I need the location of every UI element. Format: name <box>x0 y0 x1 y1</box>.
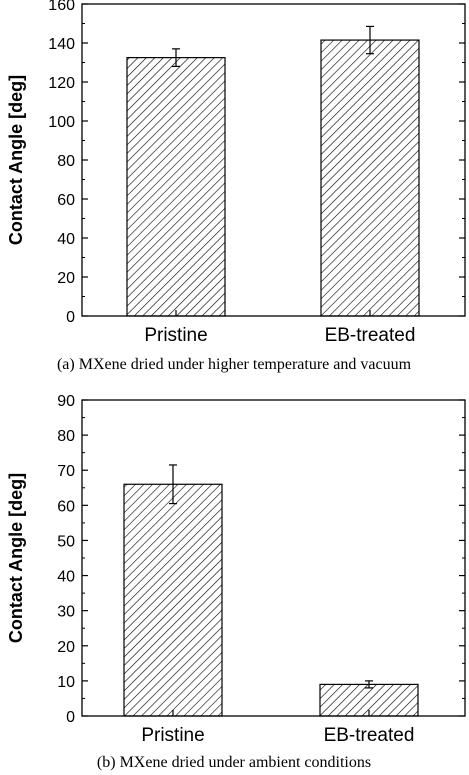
error-bar-pristine <box>169 464 177 505</box>
y-tick-label: 160 <box>48 0 75 14</box>
y-tick-label: 60 <box>57 498 75 515</box>
y-tick-label: 100 <box>48 114 75 131</box>
x-tick-label: Pristine <box>141 725 204 746</box>
y-tick-label: 120 <box>48 75 75 92</box>
y-tick-label: 40 <box>57 231 75 248</box>
chart-panel-a: 0 20 40 60 80 100 120 140 160 Pristine EB-treated C… <box>6 0 466 373</box>
y-tick-label: 90 <box>57 393 75 410</box>
y-tick-label: 30 <box>57 604 75 621</box>
error-bar-eb-treated <box>366 25 374 55</box>
y-axis-title: Contact Angle [deg] <box>6 473 26 643</box>
y-tick-label: 140 <box>48 36 75 53</box>
y-tick-label: 40 <box>57 569 75 586</box>
x-tick-label: EB-treated <box>325 325 416 346</box>
y-tick-label: 0 <box>66 709 75 726</box>
y-tick-label: 10 <box>57 674 75 691</box>
chart-panel-b: 0 10 20 30 40 50 60 70 80 90 Pristine EB-treated Con… <box>6 393 466 771</box>
figure-caption: (a) MXene dried under higher temperature… <box>57 356 412 373</box>
x-tick-label: Pristine <box>144 325 207 346</box>
y-tick-label: 80 <box>57 153 75 170</box>
figure-caption: (b) MXene dried under ambient conditions <box>97 754 371 771</box>
y-axis-title: Contact Angle [deg] <box>6 75 26 245</box>
y-tick-label: 80 <box>57 428 75 445</box>
y-tick-label: 20 <box>57 270 75 287</box>
bar-eb-treated <box>320 39 420 317</box>
y-tick-label: 70 <box>57 463 75 480</box>
error-bar-pristine <box>172 48 180 68</box>
y-tick-label: 50 <box>57 533 75 550</box>
error-bar-eb-treated <box>365 680 373 689</box>
bar-pristine <box>126 57 226 317</box>
y-tick-label: 0 <box>66 309 75 326</box>
y-tick-label: 60 <box>57 192 75 209</box>
y-tick-label: 20 <box>57 639 75 656</box>
x-tick-label: EB-treated <box>324 725 415 746</box>
bar-pristine <box>123 483 223 717</box>
